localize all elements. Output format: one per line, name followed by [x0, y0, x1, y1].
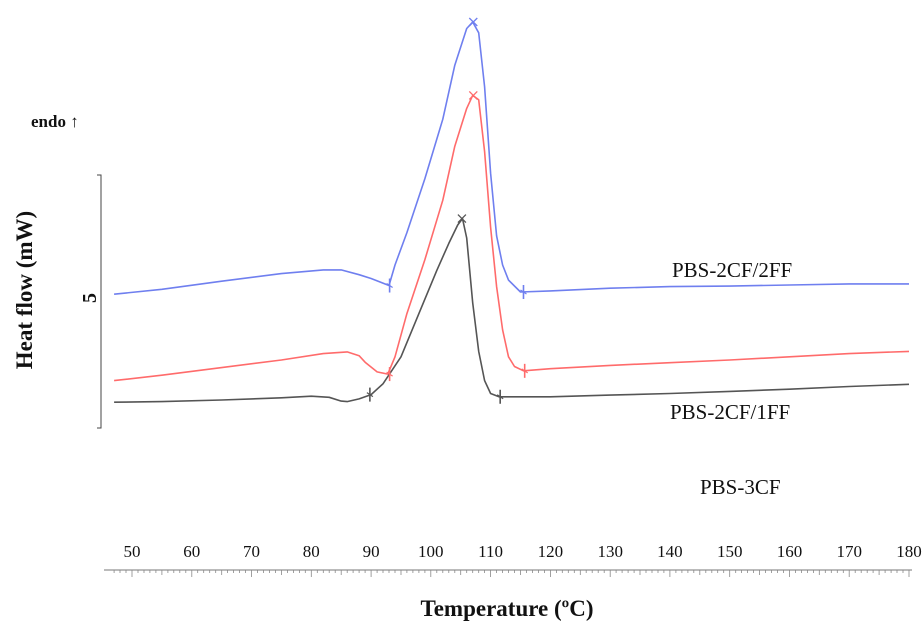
integration-limit-marker-pbs-3cf — [366, 387, 374, 402]
x-axis-label: Temperature (ºC) — [420, 596, 593, 621]
series-label-pbs-2cf-2ff: PBS-2CF/2FF — [672, 258, 792, 282]
x-axis-minor-ticks — [113, 570, 910, 577]
x-tick-label: 180 — [896, 542, 922, 561]
series-line-pbs-2cf-2ff — [114, 21, 909, 295]
x-axis-tick-labels: 50 60 70 80 90 100 110 120 130 140 150 160 170 180 — [124, 542, 922, 561]
series-lines — [114, 21, 910, 403]
x-tick-label: 70 — [243, 542, 260, 561]
integration-limit-marker-pbs-2cf-1ff — [521, 363, 529, 378]
heat-flow-scale-bar — [97, 174, 102, 429]
series-markers — [366, 17, 529, 404]
x-tick-label: 140 — [657, 542, 683, 561]
integration-limit-marker-pbs-3cf — [496, 389, 504, 404]
x-tick-label: 80 — [303, 542, 320, 561]
peak-marker-pbs-2cf-2ff — [468, 17, 478, 27]
x-tick-label: 130 — [597, 542, 623, 561]
x-tick-label: 100 — [418, 542, 444, 561]
x-tick-label: 50 — [124, 542, 141, 561]
series-line-pbs-2cf-1ff — [114, 94, 910, 382]
series-line-pbs-3cf — [114, 217, 910, 403]
x-tick-label: 90 — [363, 542, 380, 561]
x-tick-label: 110 — [478, 542, 503, 561]
series-labels: PBS-2CF/2FF PBS-2CF/1FF PBS-3CF — [670, 258, 792, 499]
peak-marker-pbs-3cf — [457, 214, 467, 224]
x-tick-label: 120 — [538, 542, 564, 561]
x-tick-label: 150 — [717, 542, 743, 561]
x-tick-label: 170 — [836, 542, 862, 561]
x-tick-label: 160 — [777, 542, 803, 561]
integration-limit-marker-pbs-2cf-2ff — [386, 278, 393, 293]
y-axis-label: Heat flow (mW) — [12, 211, 37, 369]
endo-annotation: endo ↑ — [31, 112, 79, 131]
peak-marker-pbs-2cf-1ff — [468, 90, 478, 100]
series-label-pbs-2cf-1ff: PBS-2CF/1FF — [670, 400, 790, 424]
integration-limit-marker-pbs-2cf-1ff — [386, 367, 393, 382]
integration-limit-marker-pbs-2cf-2ff — [520, 285, 527, 299]
x-tick-label: 60 — [183, 542, 200, 561]
scale-bar-label: 5 — [79, 293, 101, 303]
series-label-pbs-3cf: PBS-3CF — [700, 475, 781, 499]
